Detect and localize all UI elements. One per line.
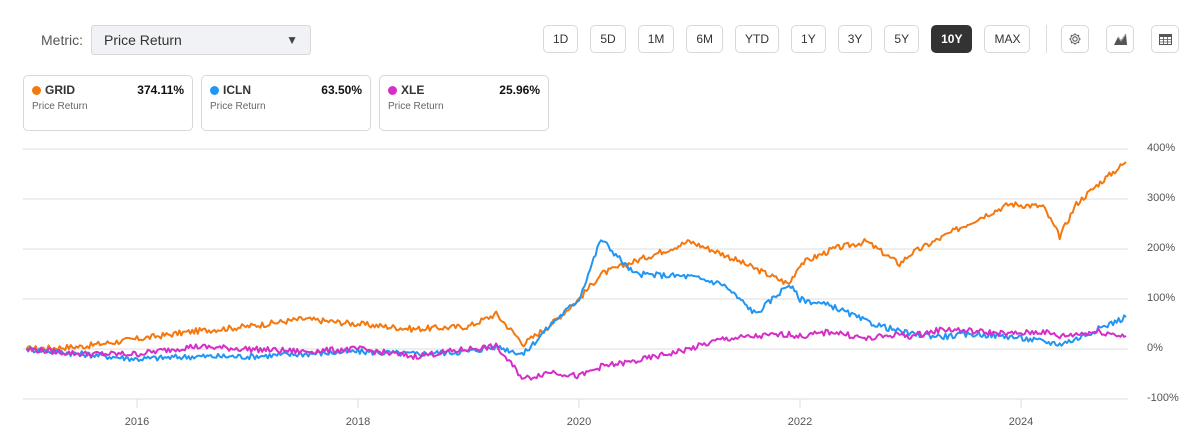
card-symbol: ICLN <box>223 83 251 97</box>
y-axis-label: 400% <box>1147 142 1176 154</box>
range-button-max[interactable]: MAX <box>984 25 1031 53</box>
card-metric-label: Price Return <box>210 101 266 112</box>
y-axis-label: -100% <box>1147 392 1179 404</box>
metric-label: Metric: <box>41 32 83 48</box>
chart-type-button[interactable] <box>1106 25 1135 53</box>
y-axis-label: 100% <box>1147 292 1176 304</box>
card-value: 374.11% <box>137 83 184 97</box>
range-button-1d[interactable]: 1D <box>543 25 579 53</box>
gear-button[interactable] <box>1061 25 1090 53</box>
gear-icon <box>1068 32 1082 46</box>
series-line-grid[interactable] <box>25 161 1127 353</box>
x-axis-label: 2024 <box>1008 416 1034 428</box>
metric-select[interactable]: Price Return ▼ <box>91 25 311 55</box>
toolbar-divider <box>1046 25 1048 53</box>
y-axis-label: 300% <box>1147 192 1176 204</box>
range-button-10y[interactable]: 10Y <box>931 25 973 53</box>
range-button-5d[interactable]: 5D <box>590 25 626 53</box>
line-chart <box>23 148 1128 408</box>
range-button-6m[interactable]: 6M <box>686 25 724 53</box>
x-axis-label: 2016 <box>124 416 150 428</box>
series-color-dot <box>388 85 397 95</box>
legend-card-icln[interactable]: ICLN 63.50% Price Return <box>201 75 371 131</box>
card-metric-label: Price Return <box>32 101 88 112</box>
card-value: 63.50% <box>321 83 362 97</box>
card-symbol: GRID <box>45 83 75 97</box>
series-line-icln[interactable] <box>25 239 1127 363</box>
legend-cards: GRID 374.11% Price Return ICLN 63.50% Price R… <box>23 75 557 131</box>
y-axis-label: 0% <box>1147 342 1163 354</box>
range-toolbar: 1D 5D 1M 6M YTD 1Y 3Y 5Y 10Y MAX <box>543 25 1196 53</box>
table-button[interactable] <box>1151 25 1180 53</box>
chevron-down-icon: ▼ <box>286 33 298 47</box>
card-symbol: XLE <box>401 83 425 97</box>
range-button-ytd[interactable]: YTD <box>735 25 780 53</box>
series-color-dot <box>32 85 41 95</box>
series-line-xle[interactable] <box>26 326 1127 381</box>
metric-select-value: Price Return <box>104 32 182 48</box>
table-icon <box>1158 33 1172 45</box>
legend-card-grid[interactable]: GRID 374.11% Price Return <box>23 75 193 131</box>
x-axis-label: 2018 <box>345 416 371 428</box>
series-color-dot <box>210 85 219 95</box>
card-value: 25.96% <box>499 83 540 97</box>
range-button-5y[interactable]: 5Y <box>884 25 920 53</box>
x-axis-label: 2022 <box>787 416 813 428</box>
chart-type-icon <box>1113 33 1128 46</box>
x-axis-label: 2020 <box>566 416 592 428</box>
range-button-3y[interactable]: 3Y <box>837 25 873 53</box>
range-button-1y[interactable]: 1Y <box>791 25 826 53</box>
y-axis-label: 200% <box>1147 242 1176 254</box>
card-metric-label: Price Return <box>388 101 444 112</box>
legend-card-xle[interactable]: XLE 25.96% Price Return <box>379 75 549 131</box>
range-button-1m[interactable]: 1M <box>637 25 675 53</box>
